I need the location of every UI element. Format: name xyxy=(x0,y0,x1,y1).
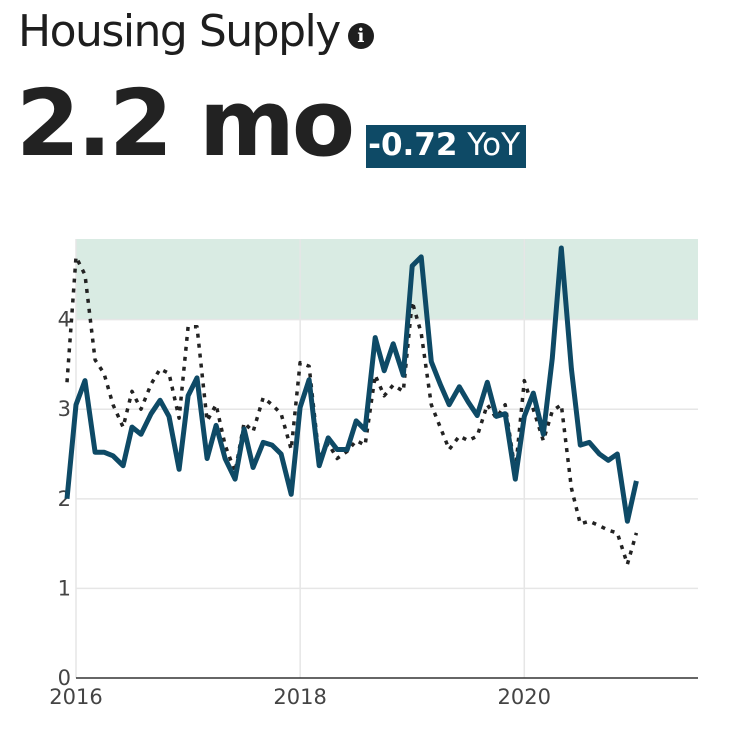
kpi-value: 2.2 mo xyxy=(16,70,355,177)
kpi-row: 2.2 mo -0.72 YoY xyxy=(16,70,527,177)
highlight-band xyxy=(76,239,698,320)
title-row: Housing Supply i xyxy=(18,6,374,57)
x-tick-label: 2020 xyxy=(498,685,551,709)
y-tick-label: 1 xyxy=(58,576,71,600)
info-icon[interactable]: i xyxy=(347,22,374,49)
page-title: Housing Supply xyxy=(18,6,341,57)
x-tick-label: 2018 xyxy=(273,685,326,709)
x-tick-label: 2016 xyxy=(49,685,102,709)
yoy-change-value: -0.72 xyxy=(368,127,458,164)
yoy-change-unit: YoY xyxy=(467,127,521,164)
y-tick-label: 0 xyxy=(58,666,71,690)
y-tick-label: 3 xyxy=(58,397,71,421)
series-line-prior-year xyxy=(65,255,639,566)
y-tick-label: 4 xyxy=(58,308,71,332)
series-line-current xyxy=(64,245,639,524)
yoy-change-badge: -0.72 YoY xyxy=(366,125,527,168)
